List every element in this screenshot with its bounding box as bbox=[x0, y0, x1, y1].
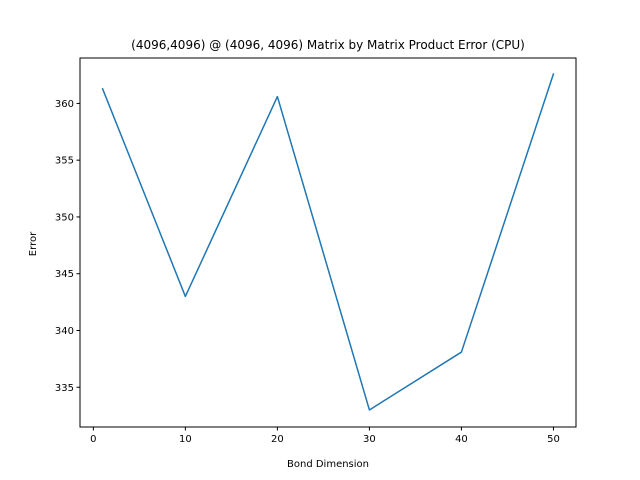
x-tick-label: 20 bbox=[271, 434, 284, 445]
plot-area bbox=[101, 73, 555, 411]
plot-frame bbox=[79, 57, 577, 428]
y-tick-label: 345 bbox=[55, 269, 74, 280]
x-tick-label: 10 bbox=[179, 434, 192, 445]
y-axis-label: Error bbox=[28, 231, 39, 256]
y-tick-label: 350 bbox=[55, 212, 74, 223]
x-axis-label: Bond Dimension bbox=[287, 459, 369, 470]
y-tick-label: 335 bbox=[55, 383, 74, 394]
y-tick-label: 355 bbox=[55, 156, 74, 167]
x-tick-label: 50 bbox=[547, 434, 560, 445]
x-tick-label: 40 bbox=[455, 434, 468, 445]
axes: 0 10 20 30 40 50 335 340 345 350 355 360 bbox=[55, 57, 577, 445]
chart-title: (4096,4096) @ (4096, 4096) Matrix by Mat… bbox=[131, 38, 525, 52]
y-tick-label: 360 bbox=[55, 99, 74, 110]
x-tick-label: 30 bbox=[363, 434, 376, 445]
y-tick-label: 340 bbox=[55, 326, 74, 337]
x-tick-label: 0 bbox=[90, 434, 96, 445]
series-line-0 bbox=[101, 73, 555, 411]
